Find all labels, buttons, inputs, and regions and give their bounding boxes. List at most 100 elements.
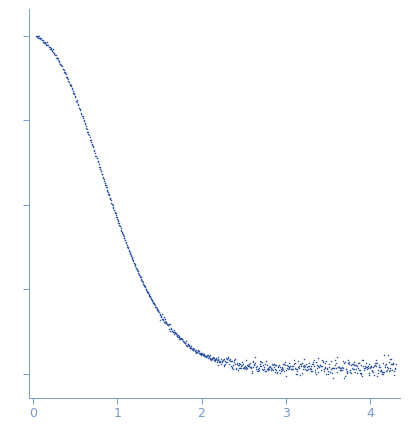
- Point: [61, 68, 67, 75]
- Point: [255, 365, 262, 372]
- Point: [101, 177, 107, 184]
- Point: [163, 319, 170, 326]
- Point: [122, 238, 129, 245]
- Point: [130, 258, 137, 265]
- Point: [179, 336, 185, 343]
- Point: [55, 57, 62, 64]
- Point: [283, 366, 290, 373]
- Point: [208, 355, 215, 362]
- Point: [165, 321, 172, 328]
- Point: [75, 101, 82, 108]
- Point: [99, 170, 105, 177]
- Point: [388, 367, 395, 374]
- Point: [135, 269, 142, 276]
- Point: [140, 278, 146, 285]
- Point: [324, 365, 330, 372]
- Point: [64, 74, 70, 81]
- Point: [313, 358, 319, 365]
- Point: [297, 372, 304, 379]
- Point: [65, 77, 72, 84]
- Point: [319, 357, 326, 364]
- Point: [91, 148, 98, 155]
- Point: [253, 366, 259, 373]
- Point: [200, 351, 206, 358]
- Point: [343, 365, 349, 372]
- Point: [123, 240, 129, 247]
- Point: [149, 298, 156, 305]
- Point: [228, 357, 235, 364]
- Point: [348, 369, 355, 376]
- Point: [310, 362, 317, 369]
- Point: [42, 40, 49, 47]
- Point: [141, 282, 147, 289]
- Point: [217, 359, 224, 366]
- Point: [388, 361, 395, 368]
- Point: [173, 329, 179, 336]
- Point: [153, 304, 160, 311]
- Point: [171, 330, 177, 337]
- Point: [386, 367, 392, 374]
- Point: [162, 318, 169, 325]
- Point: [226, 357, 233, 364]
- Point: [201, 352, 207, 359]
- Point: [292, 360, 298, 367]
- Point: [289, 362, 295, 369]
- Point: [302, 363, 308, 370]
- Point: [322, 364, 328, 371]
- Point: [153, 305, 160, 312]
- Point: [191, 346, 197, 353]
- Point: [282, 372, 289, 379]
- Point: [268, 366, 275, 373]
- Point: [392, 364, 399, 371]
- Point: [253, 363, 259, 370]
- Point: [35, 34, 42, 41]
- Point: [211, 355, 217, 362]
- Point: [98, 167, 104, 174]
- Point: [209, 355, 216, 362]
- Point: [53, 55, 59, 62]
- Point: [160, 313, 167, 320]
- Point: [384, 363, 390, 370]
- Point: [235, 361, 242, 368]
- Point: [193, 349, 200, 356]
- Point: [187, 343, 193, 350]
- Point: [126, 250, 133, 257]
- Point: [132, 262, 139, 269]
- Point: [288, 365, 295, 372]
- Point: [169, 327, 175, 334]
- Point: [67, 81, 74, 88]
- Point: [170, 329, 176, 336]
- Point: [366, 361, 373, 368]
- Point: [104, 186, 110, 193]
- Point: [237, 363, 244, 370]
- Point: [99, 171, 106, 178]
- Point: [321, 368, 327, 375]
- Point: [326, 364, 333, 371]
- Point: [153, 303, 159, 310]
- Point: [121, 235, 128, 242]
- Point: [35, 35, 42, 42]
- Point: [258, 363, 265, 370]
- Point: [246, 360, 253, 367]
- Point: [250, 363, 257, 370]
- Point: [249, 358, 256, 365]
- Point: [358, 369, 365, 376]
- Point: [93, 153, 99, 160]
- Point: [325, 371, 332, 378]
- Point: [214, 358, 220, 365]
- Point: [241, 364, 247, 371]
- Point: [268, 365, 275, 372]
- Point: [102, 182, 109, 189]
- Point: [320, 357, 326, 364]
- Point: [355, 360, 361, 367]
- Point: [341, 359, 348, 366]
- Point: [60, 67, 67, 74]
- Point: [89, 142, 95, 149]
- Point: [131, 259, 137, 266]
- Point: [290, 365, 296, 372]
- Point: [269, 361, 275, 368]
- Point: [131, 260, 138, 267]
- Point: [261, 366, 268, 373]
- Point: [348, 361, 355, 368]
- Point: [357, 371, 364, 378]
